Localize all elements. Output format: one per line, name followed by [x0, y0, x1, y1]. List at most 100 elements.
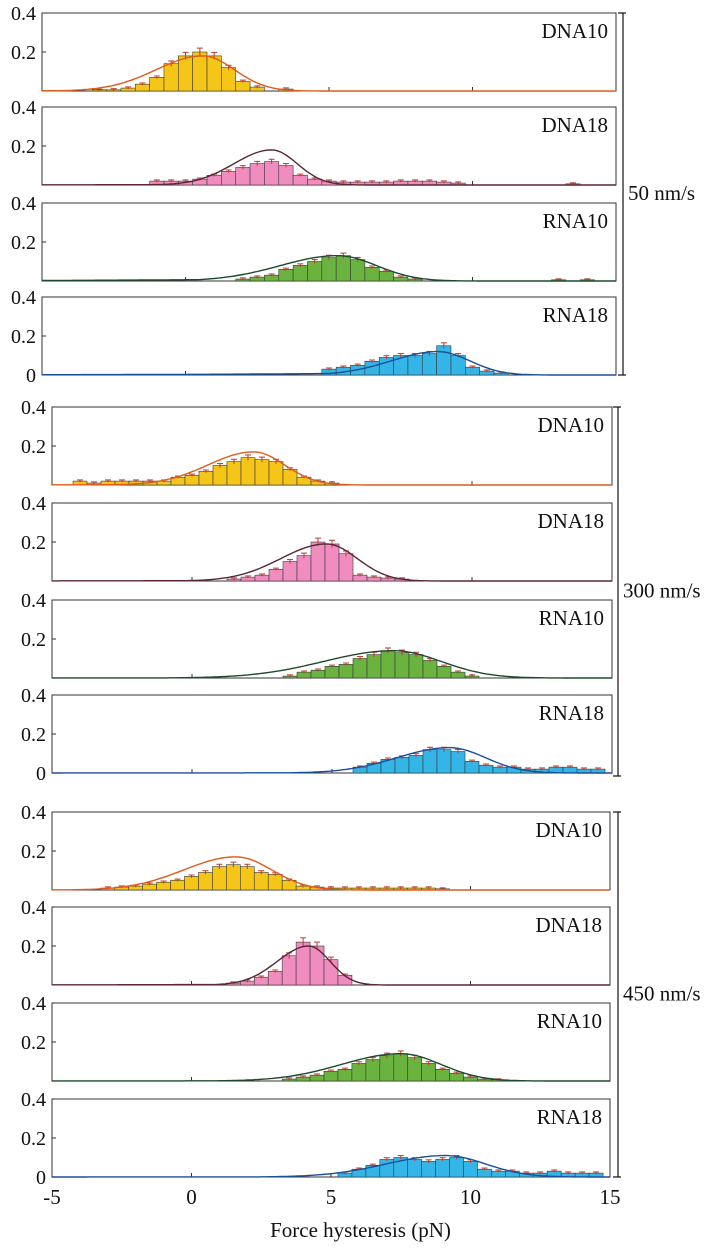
- histogram-bar: [408, 654, 424, 679]
- histogram-bar: [212, 866, 227, 891]
- histogram-bar: [254, 459, 270, 486]
- panel-label: DNA10: [542, 19, 609, 43]
- histogram-bar: [198, 471, 214, 486]
- fit-curve: [52, 856, 610, 891]
- histogram-bar: [407, 1057, 422, 1082]
- fit-curve: [42, 55, 616, 92]
- histogram-bar: [184, 474, 200, 486]
- histogram-bar: [337, 974, 353, 986]
- y-tick-label: 0: [36, 1167, 46, 1189]
- y-tick-label: 0.2: [21, 841, 46, 863]
- y-tick-label: 0.4: [21, 897, 46, 919]
- fit-curve: [52, 945, 610, 986]
- histogram-bar: [408, 755, 424, 774]
- histogram-bar: [268, 568, 284, 582]
- fit-curve: [52, 650, 612, 679]
- histogram-bar: [178, 55, 193, 92]
- panel-label: RNA18: [537, 1105, 602, 1129]
- histogram-bar: [422, 749, 438, 774]
- histogram-bar: [278, 165, 294, 186]
- histogram-bar: [170, 879, 185, 891]
- panel-label: RNA10: [537, 1009, 602, 1033]
- y-tick-label: 0.4: [21, 685, 46, 707]
- histogram-bar: [350, 259, 366, 282]
- histogram-bar: [264, 161, 280, 186]
- histogram-bar: [221, 67, 237, 92]
- histogram-bar: [240, 866, 255, 891]
- y-tick-label: 0.2: [21, 1032, 46, 1054]
- y-tick-label: 0.4: [21, 1089, 46, 1111]
- histogram-bar: [309, 945, 325, 986]
- histogram-bar: [198, 872, 213, 891]
- y-tick-label: 0.4: [11, 3, 36, 25]
- x-tick-label: 10: [460, 1185, 481, 1209]
- histogram-bar: [352, 658, 368, 679]
- histogram-bar: [335, 255, 351, 282]
- fit-curve: [52, 1154, 610, 1178]
- histogram-bar: [365, 1059, 381, 1082]
- panel-frame: [51, 694, 613, 774]
- panel-label: DNA18: [538, 509, 605, 533]
- panel-frame: [51, 406, 613, 486]
- speed-label: 450 nm/s: [623, 982, 701, 1006]
- y-tick-label: 0.2: [11, 326, 36, 348]
- histogram-bar: [378, 270, 394, 282]
- speed-label: 300 nm/s: [623, 579, 701, 603]
- histogram-bar: [450, 751, 466, 774]
- panel-frame: [41, 296, 617, 376]
- y-tick-label: 0.2: [21, 629, 46, 651]
- panel-label: RNA10: [539, 606, 604, 630]
- x-axis-label: Force hysteresis (pN): [270, 1218, 451, 1242]
- y-tick-label: 0.4: [11, 97, 36, 119]
- histogram-bar: [226, 864, 241, 891]
- panel-frame: [41, 106, 617, 186]
- histogram-bar: [206, 55, 222, 92]
- panel-label: DNA10: [538, 413, 605, 437]
- y-tick-label: 0.4: [21, 590, 46, 612]
- histogram-bar: [393, 1053, 409, 1082]
- histogram-bar: [407, 355, 423, 376]
- histogram-bar: [338, 664, 354, 679]
- histogram-bar: [149, 77, 165, 92]
- histogram-bar: [449, 1157, 464, 1178]
- histogram-bar: [394, 652, 410, 679]
- histogram-bar: [435, 1159, 450, 1178]
- histogram-bar: [421, 1063, 436, 1082]
- y-tick-label: 0.4: [21, 802, 46, 824]
- panel-frame: [51, 811, 611, 891]
- histogram-bar: [380, 650, 396, 679]
- fit-curve: [41, 255, 616, 282]
- panel-label: RNA18: [543, 303, 608, 327]
- histogram-bar: [464, 760, 480, 774]
- histogram-bar: [337, 1069, 353, 1082]
- panel-label: RNA18: [539, 701, 604, 725]
- histogram-bar: [351, 1063, 367, 1082]
- y-tick-label: 0.2: [21, 532, 46, 554]
- histogram-bar: [407, 1159, 422, 1178]
- y-tick-label: 0.2: [11, 42, 36, 64]
- histogram-bar: [296, 555, 312, 582]
- histogram-bar: [436, 345, 452, 376]
- histogram-bar: [324, 665, 340, 679]
- histogram-bar: [281, 955, 297, 986]
- histogram-bar: [240, 457, 256, 486]
- histogram-bar: [235, 167, 251, 186]
- histogram-bar: [310, 541, 326, 582]
- y-tick-label: 0.2: [11, 232, 36, 254]
- histogram-bar: [267, 874, 283, 891]
- y-tick-label: 0.2: [21, 1128, 46, 1150]
- histogram-bar: [364, 267, 380, 282]
- histogram-bar: [282, 561, 298, 582]
- x-tick-label: -5: [43, 1185, 61, 1209]
- histogram-bar: [307, 261, 323, 282]
- histogram-bar: [421, 1161, 436, 1178]
- fit-curve: [52, 1053, 610, 1082]
- histogram-bar: [184, 876, 199, 891]
- histogram-bar: [435, 1069, 450, 1082]
- histogram-bar: [268, 461, 284, 486]
- histogram-bar: [394, 757, 410, 774]
- histogram-bar: [321, 257, 337, 282]
- x-tick-label: 15: [600, 1185, 621, 1209]
- histogram-bar: [235, 80, 251, 92]
